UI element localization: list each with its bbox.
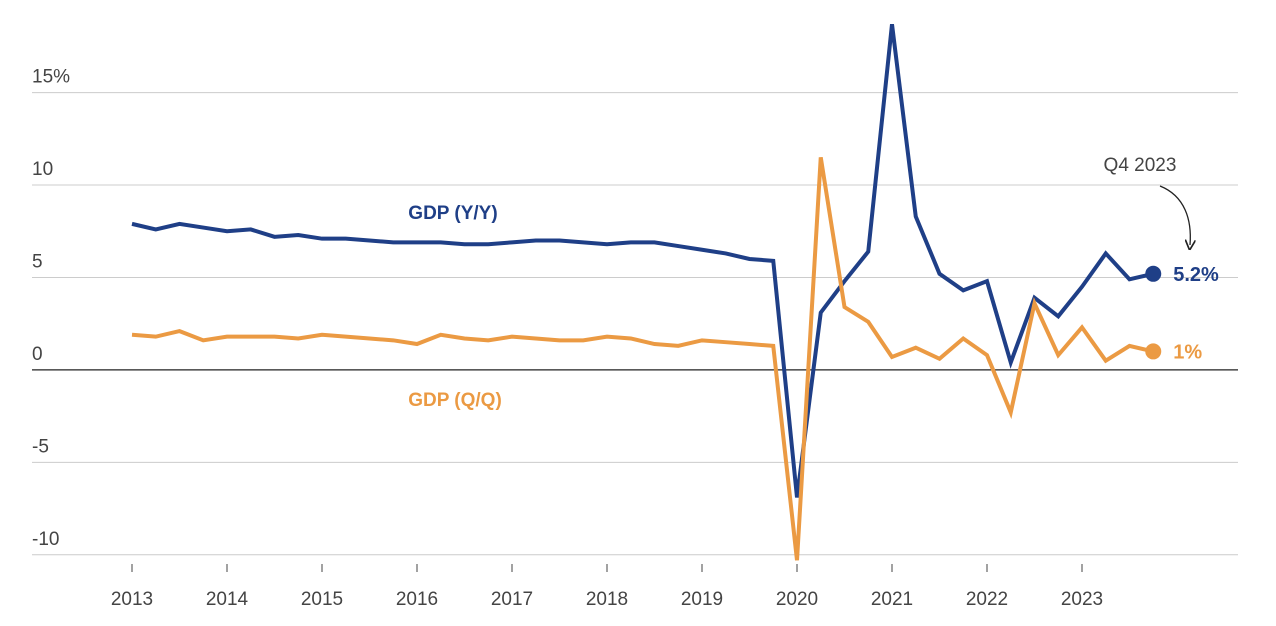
x-tick-label: 2022: [966, 589, 1008, 610]
x-tick-label: 2019: [681, 589, 723, 610]
x-tick-label: 2021: [871, 589, 913, 610]
end-point: [1145, 265, 1162, 282]
x-tick-label: 2018: [586, 589, 628, 610]
y-tick-label: 5: [32, 251, 43, 272]
y-tick-label: -10: [32, 529, 59, 550]
y-tick-label: 15%: [32, 67, 70, 88]
y-tick-label: 0: [32, 344, 43, 365]
x-tick-label: 2015: [301, 589, 343, 610]
value-label: 5.2%: [1173, 264, 1219, 286]
y-tick-label: -5: [32, 436, 49, 457]
series-label: GDP (Q/Q): [408, 390, 502, 411]
value-label: 1%: [1173, 341, 1202, 363]
x-tick-label: 2020: [776, 589, 818, 610]
series-line: [131, 157, 1154, 561]
x-tick-label: 2017: [491, 589, 533, 610]
x-tick-label: 2014: [206, 589, 249, 610]
series-line: [131, 23, 1154, 498]
end-point: [1145, 343, 1162, 360]
x-tick-label: 2013: [111, 589, 153, 610]
x-tick-label: 2023: [1061, 589, 1103, 610]
annotation-arrow: [1159, 185, 1190, 245]
x-tick-label: 2016: [396, 589, 438, 610]
y-tick-label: 10: [32, 159, 53, 180]
series-label: GDP (Y/Y): [408, 203, 497, 224]
annotation: Q4 2023: [1104, 155, 1177, 176]
